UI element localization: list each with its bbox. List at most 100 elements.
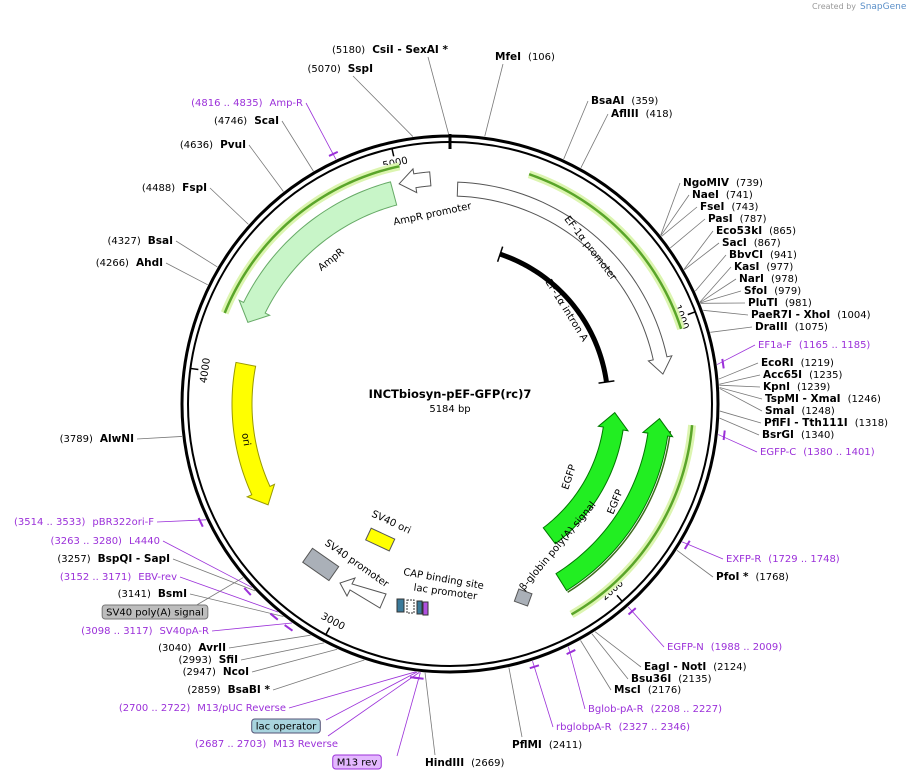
connector (352, 75, 414, 137)
enzyme-label: FseI (743) (700, 201, 758, 213)
site-name: EXFP-R (726, 554, 761, 565)
connector (288, 671, 416, 709)
ring-tick (325, 627, 331, 636)
enzyme-label: PfoI * (1768) (716, 571, 789, 583)
primer-label: EGFP-C (1380 .. 1401) (760, 447, 875, 458)
site-name: Eco53kI (716, 225, 762, 237)
enzyme-label: NgoMIV (739) (683, 177, 763, 189)
connector (719, 384, 761, 388)
site-name: SacI (722, 237, 747, 249)
connector (594, 631, 642, 668)
highlight-inner (567, 430, 672, 593)
connector (694, 254, 727, 292)
primer-mark (328, 150, 339, 157)
site-position: (1075) (795, 322, 828, 333)
site-name: EGFP-C (760, 447, 796, 458)
primer-label: Bglob-pA-R (2208 .. 2227) (588, 704, 722, 715)
connector (719, 388, 763, 412)
connector (396, 672, 421, 757)
connector (427, 56, 449, 135)
connector (484, 63, 504, 137)
ampr-promoter (398, 167, 432, 194)
enzyme-label: MfeI (106) (495, 51, 555, 63)
primer-mark (627, 607, 637, 616)
site-name: M13 Reverse (273, 739, 338, 750)
site-name: EcoRI (761, 357, 794, 369)
site-position: (1219) (801, 358, 834, 369)
primer-label: (3263 .. 3280) L4440 (51, 536, 160, 547)
feature-label: ori (239, 432, 252, 447)
site-position: (1246) (848, 394, 881, 405)
site-name: KasI (734, 261, 759, 273)
connector (580, 113, 609, 169)
connector (719, 417, 760, 436)
site-name: EagI - NotI (644, 661, 706, 673)
enzyme-label: PluTI (981) (748, 297, 812, 309)
connector (591, 633, 629, 680)
site-name: BsmI (158, 588, 187, 600)
site-position: (4327) (107, 236, 140, 247)
site-position: (4266) (96, 258, 129, 269)
connector (189, 593, 284, 617)
site-position: (1729 .. 1748) (768, 554, 840, 565)
site-position: (1988 .. 2009) (711, 642, 783, 653)
site-position: (3141) (118, 589, 151, 600)
site-name: CsiI - SexAI * (372, 44, 448, 56)
site-name: TspMI - XmaI (765, 393, 841, 405)
site-name: Bglob-pA-R (588, 704, 644, 715)
site-position: (867) (754, 238, 781, 249)
site-name: FseI (700, 201, 724, 213)
site-name: SspI (348, 63, 373, 75)
site-position: (2208 .. 2227) (651, 704, 723, 715)
enzyme-label: (4636) PvuI (180, 139, 246, 151)
primer-mark (566, 649, 576, 656)
site-name: MscI (614, 684, 641, 696)
enzyme-label: EagI - NotI (2124) (644, 661, 747, 673)
connector (661, 206, 698, 237)
sv40-promoter-arrow (339, 577, 387, 609)
ring-label: 4000 (199, 357, 213, 384)
connector (281, 120, 314, 172)
site-position: (2411) (549, 740, 582, 751)
primer-mark (722, 430, 726, 441)
site-name: NgoMIV (683, 177, 730, 189)
primer-mark (529, 664, 540, 670)
enzyme-label: DraIII (1075) (755, 321, 828, 333)
connector (683, 230, 714, 270)
site-position: (2993) (178, 655, 211, 666)
site-name: DraIII (755, 321, 788, 333)
connector (660, 194, 690, 236)
site-name: PfoI * (716, 571, 749, 583)
enzyme-label: (3141) BsmI (118, 588, 187, 600)
site-position: (2327 .. 2346) (619, 722, 691, 733)
connector (209, 187, 249, 225)
enzyme-label: PflMI (2411) (512, 739, 582, 751)
connector (240, 642, 325, 661)
site-name: AlwNI (100, 433, 134, 445)
connector (684, 242, 720, 271)
ring-tick (616, 594, 623, 602)
site-name: ScaI (254, 115, 279, 127)
tag-box (101, 604, 209, 620)
site-position: (2124) (713, 662, 746, 673)
site-position: (981) (785, 298, 812, 309)
site-name: NarI (739, 273, 764, 285)
connector (719, 410, 762, 424)
enzyme-label: KasI (977) (734, 261, 793, 273)
primer-label: (4816 .. 4835) Amp-R (191, 98, 303, 109)
primer-mark (269, 612, 279, 621)
plasmid-length: 5184 bp (429, 404, 470, 415)
enzyme-label: NaeI (741) (692, 189, 753, 201)
primer-label: rbglobpA-R (2327 .. 2346) (556, 722, 690, 733)
site-name: SmaI (765, 405, 795, 417)
site-name: BbvCI (729, 249, 763, 261)
primer-mark (197, 517, 204, 528)
enzyme-label: PasI (787) (708, 213, 767, 225)
lac-box (416, 600, 423, 615)
site-position: (3098 .. 3117) (81, 626, 153, 637)
connector (670, 218, 706, 249)
connector (718, 362, 759, 380)
site-name: PflMI (512, 739, 542, 751)
site-name: NaeI (692, 189, 719, 201)
enzyme-label: (4488) FspI (142, 182, 207, 194)
